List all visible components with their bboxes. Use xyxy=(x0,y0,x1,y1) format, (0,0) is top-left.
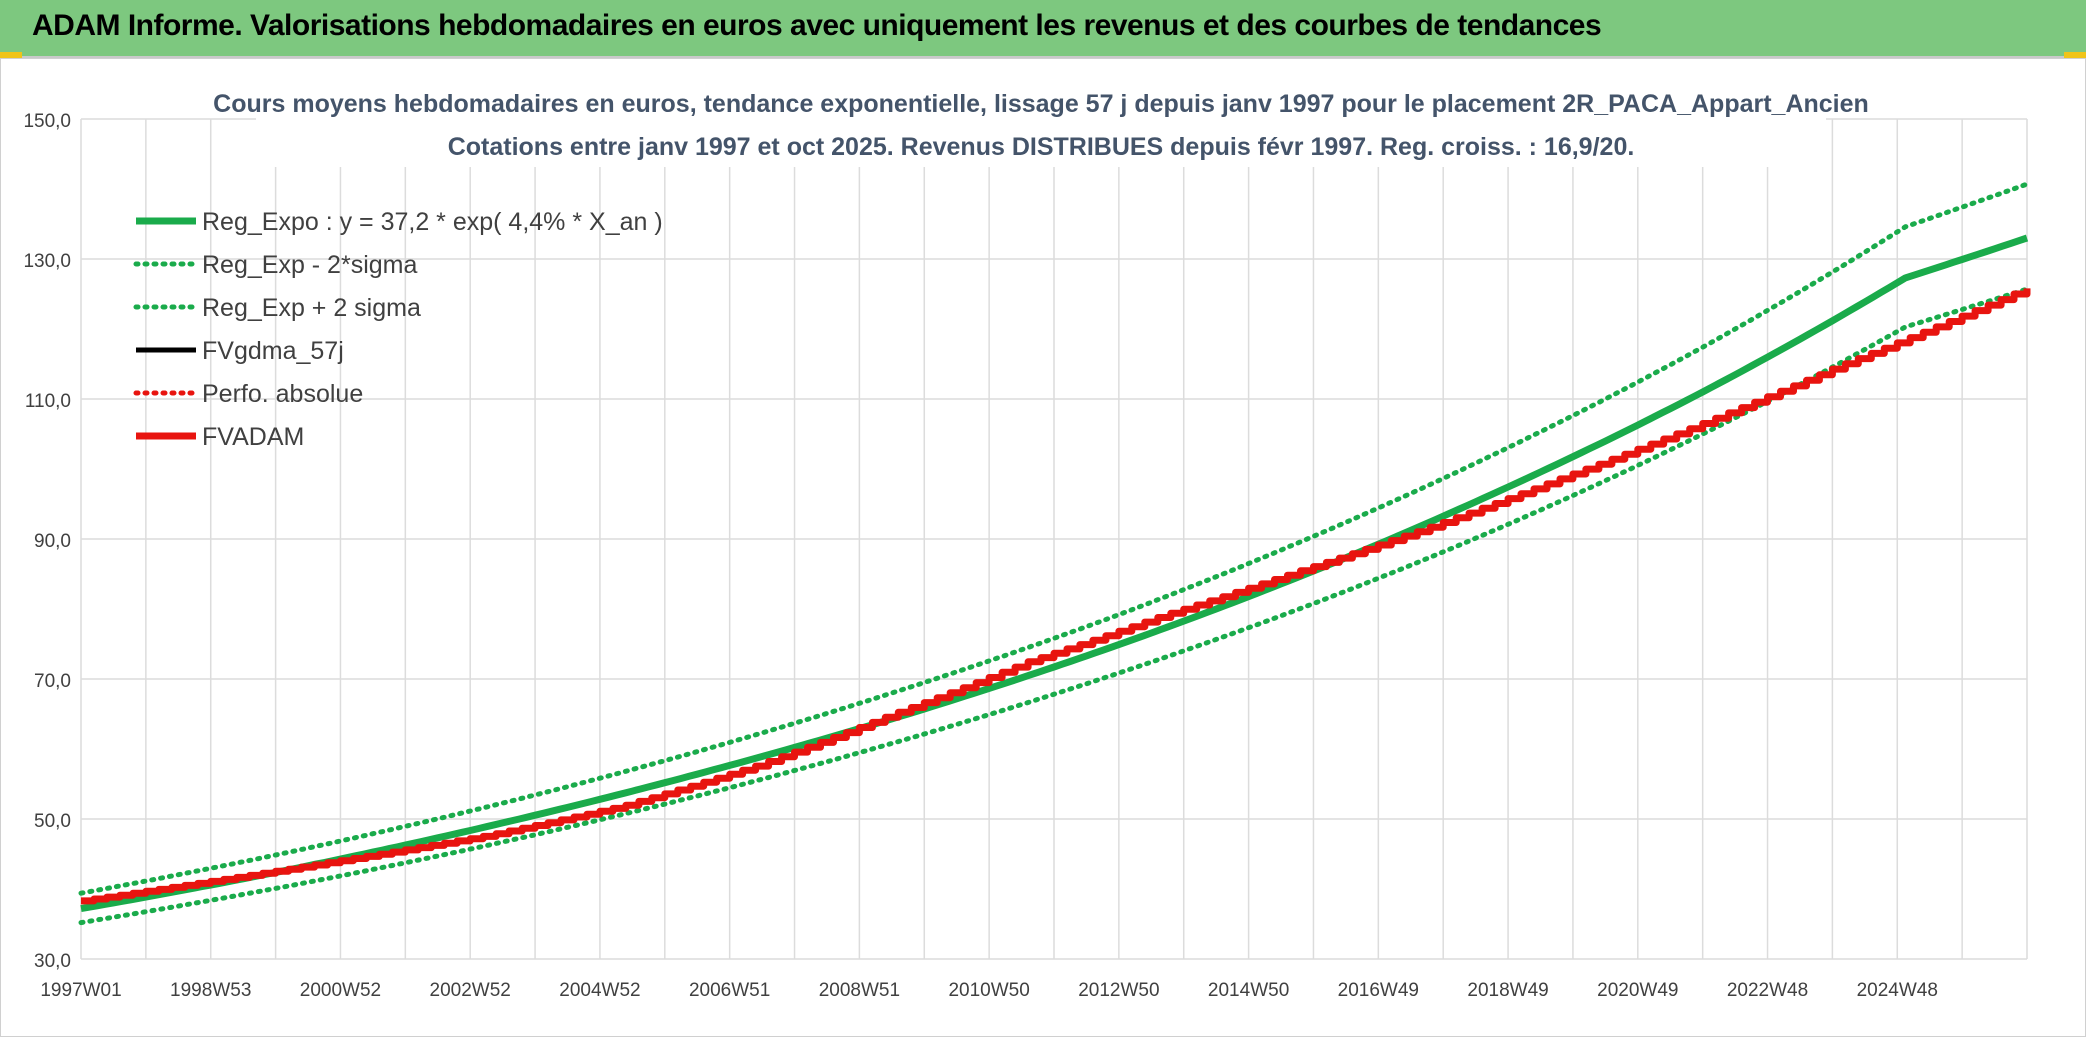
title-background xyxy=(256,81,1826,167)
x-tick-label: 2004W52 xyxy=(559,980,640,1001)
x-tick-label: 2006W51 xyxy=(689,980,770,1001)
corner-marker-right xyxy=(2064,52,2086,58)
x-tick-label: 2016W49 xyxy=(1338,980,1419,1001)
legend-label-0: Reg_Expo : y = 37,2 * exp( 4,4% * X_an ) xyxy=(202,208,663,236)
axis-layer: 150,0 130,0 110,0 90,0 70,0 50,0 30,0 1997W01 19… xyxy=(23,111,1937,1001)
legend-label-4: Perfo. absolue xyxy=(202,380,363,408)
x-tick-label: 2012W50 xyxy=(1078,980,1159,1001)
y-tick-label: 70,0 xyxy=(34,671,71,692)
x-tick-label: 2022W48 xyxy=(1727,980,1808,1001)
legend-label-3: FVgdma_57j xyxy=(202,337,344,365)
y-tick-label: 50,0 xyxy=(34,811,71,832)
header-banner: ADAM Informe. Valorisations hebdomadaire… xyxy=(0,0,2086,58)
x-tick-label: 2018W49 xyxy=(1467,980,1548,1001)
x-tick-label: 1997W01 xyxy=(40,980,121,1001)
x-tick-label: 2010W50 xyxy=(948,980,1029,1001)
x-tick-label: 2008W51 xyxy=(819,980,900,1001)
chart-subtitle: Cotations entre janv 1997 et oct 2025. R… xyxy=(448,133,1635,161)
grid-layer xyxy=(80,118,2028,960)
x-tick-label: 2024W48 xyxy=(1857,980,1938,1001)
y-tick-label: 130,0 xyxy=(23,251,71,272)
series-line-2 xyxy=(78,181,2030,896)
series-line-5 xyxy=(81,288,2031,905)
chart-svg: 150,0 130,0 110,0 90,0 70,0 50,0 30,0 1997W01 19… xyxy=(23,81,2031,1001)
chart-title: Cours moyens hebdomadaires en euros, ten… xyxy=(213,90,1869,118)
legend-label-2: Reg_Exp + 2 sigma xyxy=(202,294,421,322)
x-tick-label: 2000W52 xyxy=(300,980,381,1001)
series-line-1 xyxy=(78,286,2030,926)
legend: Reg_Expo : y = 37,2 * exp( 4,4% * X_an )… xyxy=(133,208,663,451)
series-line-0 xyxy=(80,234,2029,913)
y-tick-label: 150,0 xyxy=(23,111,71,132)
x-tick-label: 2020W49 xyxy=(1597,980,1678,1001)
legend-label-1: Reg_Exp - 2*sigma xyxy=(202,251,417,279)
y-tick-label: 90,0 xyxy=(34,531,71,552)
legend-label-5: FVADAM xyxy=(202,423,304,451)
series-layer xyxy=(78,181,2031,926)
chart-container: 150,0 130,0 110,0 90,0 70,0 50,0 30,0 1997W01 19… xyxy=(0,58,2086,1037)
corner-marker-left xyxy=(0,52,22,58)
x-tick-label: 2014W50 xyxy=(1208,980,1289,1001)
page-title: ADAM Informe. Valorisations hebdomadaire… xyxy=(32,9,1602,42)
y-tick-label: 110,0 xyxy=(25,391,71,412)
x-tick-label: 1998W53 xyxy=(170,980,251,1001)
y-tick-label: 30,0 xyxy=(34,951,71,972)
x-tick-label: 2002W52 xyxy=(430,980,511,1001)
